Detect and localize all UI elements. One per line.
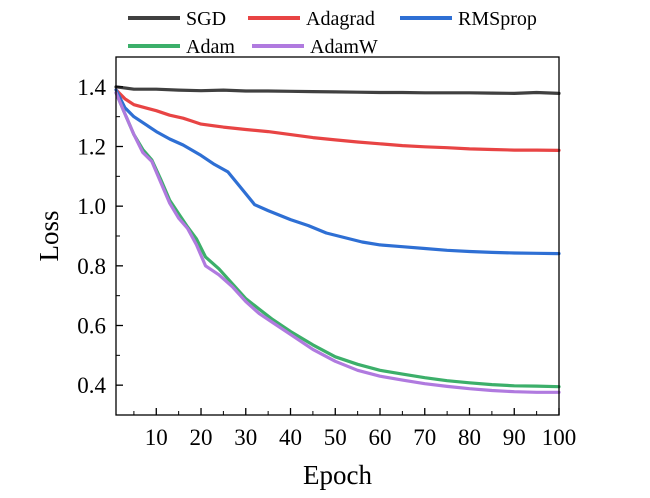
x-tick-label: 100 <box>542 425 577 450</box>
x-tick-label: 80 <box>458 425 481 450</box>
legend-label: Adam <box>186 36 235 58</box>
x-tick-label: 50 <box>324 425 347 450</box>
legend: SGD Adagrad RMSprop Adam AdamW <box>128 8 537 58</box>
series-layer <box>114 85 561 394</box>
y-tick-label: 0.4 <box>77 373 106 398</box>
x-tick-label: 40 <box>279 425 302 450</box>
legend-item-sgd: SGD <box>128 8 226 30</box>
series-line-adam <box>114 91 561 389</box>
legend-label: SGD <box>186 8 226 30</box>
legend-item-adam: Adam <box>128 36 235 58</box>
legend-label: Adagrad <box>306 8 375 30</box>
x-axis-title: Epoch <box>303 460 372 490</box>
legend-label: RMSprop <box>458 8 537 30</box>
legend-item-rmsprop: RMSprop <box>400 8 537 30</box>
y-axis-ticks: 0.4 0.6 0.8 1.0 1.2 1.4 <box>77 56 123 398</box>
x-tick-label: 20 <box>190 425 213 450</box>
x-tick-label: 10 <box>145 425 168 450</box>
legend-item-adamw: AdamW <box>252 36 378 58</box>
y-tick-label: 0.8 <box>77 254 106 279</box>
y-tick-label: 1.0 <box>77 194 106 219</box>
x-tick-label: 30 <box>234 425 257 450</box>
x-tick-label: 70 <box>413 425 436 450</box>
y-tick-label: 0.6 <box>77 314 106 339</box>
series-line-rmsprop <box>114 88 561 256</box>
y-tick-label: 1.4 <box>77 75 106 100</box>
series-line-sgd <box>114 85 561 95</box>
series-line-adagrad <box>114 88 561 152</box>
x-tick-label: 60 <box>369 425 392 450</box>
series-line-adamw <box>114 91 561 394</box>
legend-item-adagrad: Adagrad <box>248 8 375 30</box>
y-axis-title: Loss <box>34 210 64 261</box>
plot-area: 10 20 30 40 50 60 70 80 90 100 0.4 0.6 0.8 1.0 1.2 1.4 <box>77 56 577 450</box>
x-axis-ticks: 10 20 30 40 50 60 70 80 90 100 <box>133 408 577 450</box>
x-tick-label: 90 <box>503 425 526 450</box>
y-tick-label: 1.2 <box>77 135 106 160</box>
legend-label: AdamW <box>310 36 378 58</box>
